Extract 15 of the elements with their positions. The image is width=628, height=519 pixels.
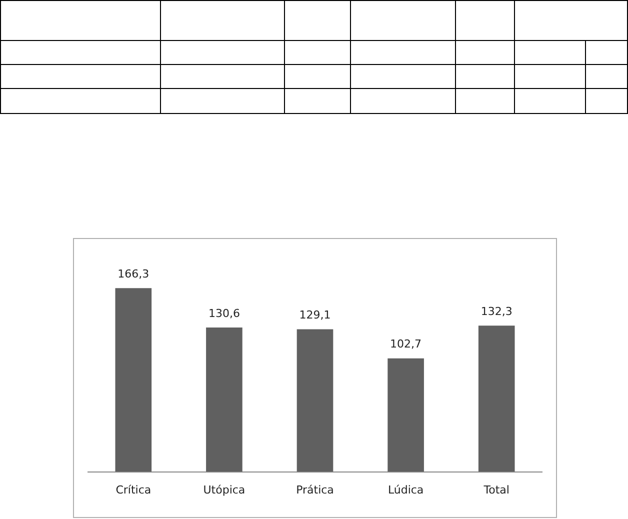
bar [115, 288, 152, 472]
data-label: 129,1 [299, 308, 331, 322]
data-label: 102,7 [390, 338, 422, 351]
bar [478, 326, 515, 472]
bar [206, 328, 242, 472]
data-label: 132,3 [480, 305, 512, 318]
data-label: 166,3 [118, 267, 150, 280]
bar [296, 329, 334, 472]
x-tick-label: Total [482, 483, 510, 496]
x-tick-label: Utópica [203, 483, 246, 496]
x-tick-label: Lúdica [388, 483, 424, 496]
x-tick-label: Prática [296, 483, 334, 496]
bar [388, 358, 424, 472]
x-tick-label: Crítica [116, 483, 152, 496]
data-label: 130,6 [208, 306, 240, 320]
